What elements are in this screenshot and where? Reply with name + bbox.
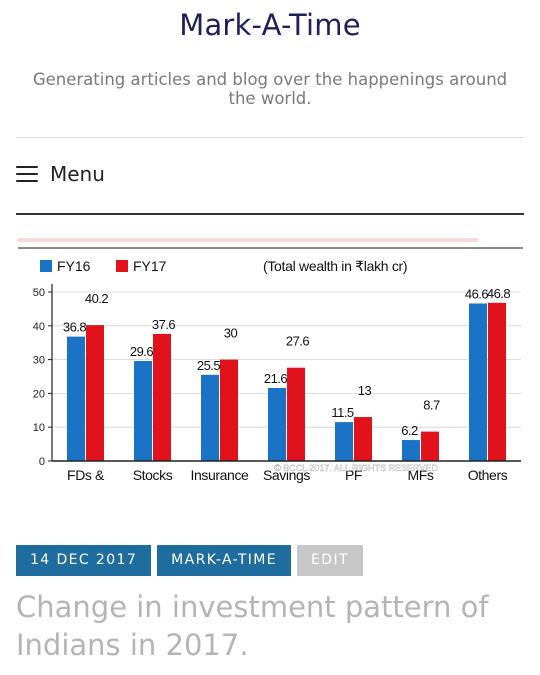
chart-value-label-fy17: 30 bbox=[224, 326, 238, 341]
site-description: Generating articles and blog over the ha… bbox=[32, 70, 508, 108]
chart-bar-fy16 bbox=[67, 336, 85, 461]
chart-legend-swatch-fy17 bbox=[116, 260, 128, 272]
chart-cropped-header bbox=[18, 238, 478, 242]
chart-value-label-fy16: 36.8 bbox=[63, 320, 87, 335]
chart-y-tick-label: 10 bbox=[33, 422, 45, 434]
menu-divider bbox=[16, 213, 524, 215]
chart-watermark: © BCCL 2017. ALL RIGHTS RESERVED bbox=[274, 463, 438, 473]
chart-bars bbox=[67, 302, 506, 461]
chart-y-tick-label: 0 bbox=[39, 456, 45, 468]
chart-axis: 0 10 20 30 40 50 FDs & Stocks Insurance Savings PF… bbox=[18, 238, 523, 483]
chart-value-label-fy17: 13 bbox=[358, 383, 372, 398]
chart-y-tick-label: 30 bbox=[33, 355, 45, 367]
chart-subtitle: (Total wealth in ₹lakh cr) bbox=[263, 258, 407, 274]
chart-y-tick-label: 50 bbox=[33, 287, 45, 299]
chart-value-label-fy16: 21.6 bbox=[264, 371, 288, 386]
chart-category-label: Insurance bbox=[191, 467, 249, 483]
chart-value-label-fy17: 8.7 bbox=[423, 398, 440, 413]
chart-value-label-fy17: 27.6 bbox=[286, 334, 310, 349]
chart-bar-fy17 bbox=[421, 431, 439, 461]
menu-label: Menu bbox=[50, 162, 105, 186]
edit-post-button[interactable]: EDIT bbox=[297, 545, 363, 576]
site-title[interactable]: Mark-A-Time bbox=[179, 8, 361, 42]
menu-toggle-button[interactable]: Menu bbox=[16, 162, 105, 186]
featured-chart-image[interactable]: 36.8 40.2 29.6 37.6 25.5 30 21.6 27.6 11.5 13 6.2 8… bbox=[18, 230, 523, 492]
chart-legend-label-fy16: FY16 bbox=[57, 258, 91, 274]
chart-category-label: MFs bbox=[407, 467, 433, 483]
chart-bar-fy16 bbox=[268, 387, 286, 461]
post-category-link[interactable]: MARK-A-TIME bbox=[157, 545, 292, 576]
header-divider bbox=[16, 137, 524, 138]
chart-category-label: Savings bbox=[263, 467, 310, 483]
post-title[interactable]: Change in investment pattern of Indians … bbox=[16, 590, 489, 662]
chart-gridlines bbox=[52, 291, 521, 428]
chart-legend-label-fy17: FY17 bbox=[133, 258, 167, 274]
chart-category-label: PF bbox=[345, 467, 362, 483]
chart-legend: FY16 FY17 (Total wealth in ₹lakh cr) bbox=[40, 258, 408, 274]
chart-value-label-fy16: 6.2 bbox=[401, 423, 418, 438]
post-meta: 14 DEC 2017 MARK-A-TIME EDIT bbox=[16, 545, 363, 576]
chart-bar-fy17 bbox=[153, 333, 171, 461]
chart-value-label-fy16: 46.6 bbox=[465, 286, 489, 301]
chart-value-labels: 36.8 40.2 29.6 37.6 25.5 30 21.6 27.6 11.5 13 6.2 8… bbox=[63, 286, 511, 438]
chart-legend-swatch-fy16 bbox=[40, 260, 52, 272]
chart-category-label: Stocks bbox=[133, 467, 173, 483]
chart-bar-fy17 bbox=[488, 302, 506, 461]
chart-bar-fy17 bbox=[220, 359, 238, 461]
chart-category-label: FDs & bbox=[67, 467, 105, 483]
chart-bar-fy16 bbox=[134, 360, 152, 461]
chart-value-label-fy16: 25.5 bbox=[197, 358, 221, 373]
chart-value-label-fy17: 46.8 bbox=[487, 286, 511, 301]
chart-value-label-fy17: 40.2 bbox=[85, 291, 109, 306]
chart-bar-fy16 bbox=[201, 374, 219, 461]
chart-value-label-fy16: 29.6 bbox=[130, 344, 154, 359]
hamburger-icon bbox=[16, 166, 38, 182]
chart-bar-fy16 bbox=[469, 303, 487, 461]
chart-bar-fy17 bbox=[86, 325, 104, 461]
post-date-link[interactable]: 14 DEC 2017 bbox=[16, 545, 152, 576]
chart-value-label-fy17: 37.6 bbox=[152, 317, 176, 332]
bar-chart: 36.8 40.2 29.6 37.6 25.5 30 21.6 27.6 11.5 13 6.2 8… bbox=[18, 238, 523, 483]
chart-y-tick-label: 40 bbox=[33, 321, 45, 333]
chart-bar-fy16 bbox=[402, 440, 420, 461]
chart-bar-fy16 bbox=[335, 422, 353, 461]
chart-value-label-fy16: 11.5 bbox=[331, 405, 354, 420]
chart-y-tick-label: 20 bbox=[33, 388, 45, 400]
chart-bar-fy17 bbox=[287, 367, 305, 461]
chart-category-label: Others bbox=[468, 467, 508, 483]
chart-bar-fy17 bbox=[354, 417, 372, 461]
